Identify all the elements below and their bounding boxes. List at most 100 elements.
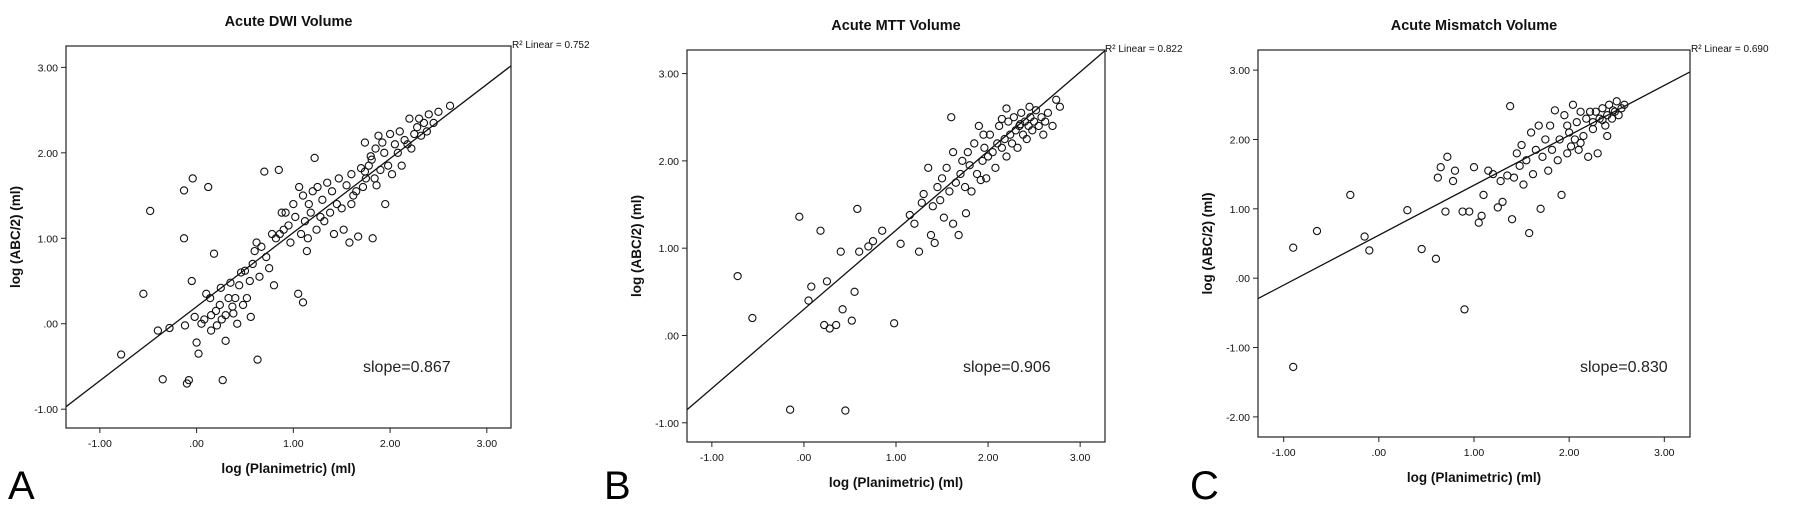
chart-title: Acute DWI Volume (225, 14, 353, 30)
data-point (204, 182, 213, 192)
data-point (320, 217, 329, 226)
data-point (306, 208, 315, 217)
y-axis-label: log (ABC/2) (ml) (1200, 193, 1215, 295)
data-point (1441, 207, 1450, 216)
chart-title: Acute MTT Volume (831, 18, 960, 34)
data-point (1509, 173, 1519, 182)
data-point (265, 264, 274, 273)
data-point (748, 313, 757, 323)
plot-frame (65, 45, 512, 429)
data-point (942, 163, 951, 173)
data-point (1031, 106, 1041, 115)
data-point (286, 238, 295, 247)
y-axis-label: log (ABC/2) (ml) (8, 186, 23, 288)
data-point (397, 161, 406, 170)
data-point (1541, 135, 1550, 144)
x-tick-label: 3.00 (1070, 452, 1091, 464)
data-point (434, 107, 443, 116)
data-point (304, 199, 313, 209)
data-point (855, 247, 864, 256)
data-point (1431, 254, 1441, 263)
data-point (366, 152, 375, 161)
data-point (329, 229, 339, 239)
x-axis-label: log (Planimetric) (ml) (1407, 470, 1541, 485)
panel-b: Acute MTT Volume -1.00 .00 1.00 2.00 3.00 -1.0… (604, 18, 1183, 507)
x-tick-label: 2.00 (1559, 447, 1580, 459)
data-point (948, 219, 958, 228)
data-point (939, 213, 949, 222)
data-point (246, 312, 255, 322)
data-point (1312, 226, 1322, 236)
data-point (250, 246, 259, 256)
data-point (192, 338, 201, 347)
x-tick-label: 3.00 (477, 438, 498, 450)
data-point (1534, 121, 1543, 130)
data-point (390, 140, 400, 149)
data-point (236, 268, 246, 277)
data-point (257, 242, 266, 251)
data-point (337, 204, 346, 213)
data-point (978, 156, 987, 166)
data-point (387, 170, 397, 179)
data-point (961, 209, 971, 218)
data-point (393, 148, 402, 157)
data-point (334, 174, 343, 183)
data-point (327, 187, 337, 196)
data-point (289, 199, 298, 209)
data-point (180, 321, 190, 330)
data-point (974, 121, 984, 131)
data-point (832, 320, 841, 330)
panel-letter: C (1190, 464, 1219, 507)
slope-annotation: slope=0.867 (363, 359, 451, 376)
data-point (158, 375, 167, 384)
data-point (323, 178, 332, 187)
data-point (970, 139, 979, 148)
data-point (982, 174, 991, 183)
data-point (407, 144, 416, 153)
data-point (269, 281, 279, 290)
data-point (1043, 108, 1053, 118)
data-point (936, 196, 945, 205)
data-point (312, 225, 321, 234)
data-point (209, 249, 219, 258)
data-point (294, 289, 303, 298)
data-point (1041, 117, 1050, 126)
data-point (1525, 228, 1534, 238)
x-tick-label: .00 (189, 438, 204, 450)
data-point (1048, 121, 1057, 131)
data-point (914, 247, 924, 256)
data-point (993, 139, 1002, 148)
data-point (1289, 362, 1298, 372)
data-point (416, 131, 426, 140)
data-point (358, 182, 368, 192)
panel-a: Acute DWI Volume -1.00 .00 1.00 2.00 3.00 -1.0… (8, 14, 590, 507)
data-point (275, 229, 284, 239)
data-point (291, 212, 300, 222)
data-point (376, 165, 385, 175)
data-point (1015, 121, 1024, 131)
data-point (1531, 145, 1541, 155)
data-point (983, 152, 993, 161)
data-point (1515, 161, 1524, 170)
data-point (1588, 124, 1598, 134)
data-point (1579, 131, 1588, 141)
data-point (1055, 102, 1065, 111)
data-point (200, 315, 209, 324)
data-point (1585, 107, 1595, 116)
data-point (248, 259, 257, 269)
data-point (146, 206, 155, 216)
data-point (179, 186, 189, 195)
data-point (279, 225, 288, 234)
data-point (281, 208, 290, 217)
data-point (1498, 197, 1507, 207)
data-point (303, 234, 312, 243)
data-point (371, 144, 380, 153)
data-point (1517, 140, 1526, 150)
data-point (255, 272, 264, 281)
data-point (926, 230, 936, 240)
data-point (958, 156, 967, 166)
data-point (233, 319, 242, 328)
data-point (354, 232, 363, 241)
data-point (1588, 117, 1598, 127)
